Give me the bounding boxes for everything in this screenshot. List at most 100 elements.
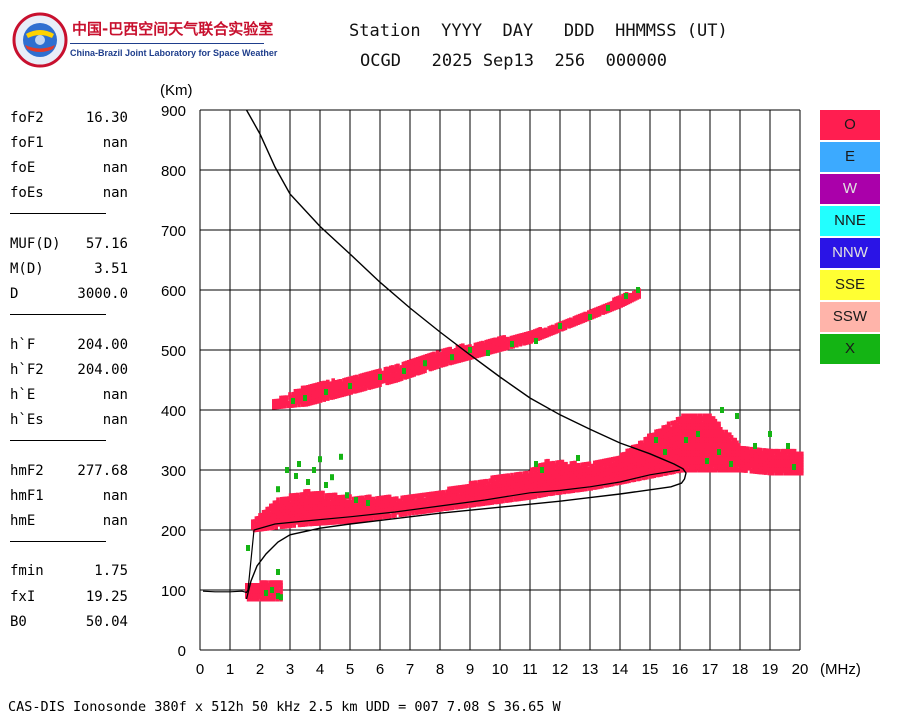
o-mode-echo bbox=[459, 495, 464, 501]
o-mode-echo bbox=[711, 416, 716, 422]
o-mode-echo bbox=[504, 484, 509, 490]
o-mode-echo bbox=[713, 437, 718, 443]
x-mode-echo bbox=[324, 389, 328, 395]
o-mode-echo bbox=[306, 516, 311, 521]
x-tick-label: 3 bbox=[286, 661, 294, 678]
o-mode-echo bbox=[695, 456, 700, 462]
o-mode-echo bbox=[605, 471, 610, 477]
o-mode-echo bbox=[758, 466, 763, 472]
o-mode-echo bbox=[345, 390, 350, 396]
o-mode-echo bbox=[704, 443, 709, 449]
o-mode-echo bbox=[279, 518, 284, 524]
o-mode-echo bbox=[605, 474, 610, 480]
o-mode-echo bbox=[758, 458, 763, 464]
o-mode-echo bbox=[306, 513, 311, 519]
x-mode-echo bbox=[486, 350, 490, 356]
o-mode-echo bbox=[668, 434, 673, 440]
legend-item-e: E bbox=[820, 142, 880, 172]
o-mode-echo bbox=[533, 491, 538, 497]
o-mode-echo bbox=[733, 467, 737, 473]
o-mode-echo bbox=[354, 380, 359, 386]
o-mode-echo bbox=[524, 470, 529, 476]
o-mode-echo bbox=[563, 325, 568, 331]
o-mode-echo bbox=[713, 421, 718, 427]
o-mode-echo bbox=[288, 515, 293, 520]
o-mode-echo bbox=[614, 472, 619, 478]
o-mode-echo bbox=[486, 494, 491, 500]
o-mode-echo bbox=[578, 484, 583, 490]
o-mode-echo bbox=[378, 503, 383, 509]
o-mode-echo bbox=[704, 462, 709, 468]
o-mode-echo bbox=[542, 462, 547, 468]
o-mode-echo bbox=[749, 457, 754, 463]
o-mode-echo bbox=[659, 433, 664, 439]
x-tick-label: 5 bbox=[346, 661, 354, 678]
parameter-value: nan bbox=[102, 185, 128, 202]
o-mode-echo bbox=[342, 505, 347, 511]
o-mode-echo bbox=[518, 336, 523, 342]
o-mode-echo bbox=[315, 512, 320, 518]
o-mode-echo bbox=[297, 508, 302, 514]
o-mode-echo bbox=[261, 512, 266, 518]
o-mode-echo bbox=[327, 390, 332, 395]
o-mode-echo bbox=[351, 502, 356, 508]
o-mode-echo bbox=[623, 457, 628, 463]
o-mode-echo bbox=[444, 358, 449, 364]
o-mode-echo bbox=[381, 378, 386, 384]
o-mode-echo bbox=[578, 468, 583, 474]
o-mode-echo bbox=[731, 437, 736, 443]
o-mode-echo bbox=[650, 438, 655, 444]
o-mode-echo bbox=[590, 314, 595, 320]
o-mode-echo bbox=[785, 457, 790, 462]
o-mode-echo bbox=[251, 522, 255, 528]
o-mode-echo bbox=[587, 485, 592, 491]
o-mode-echo bbox=[468, 481, 473, 487]
o-mode-echo bbox=[396, 504, 401, 510]
o-mode-echo bbox=[632, 471, 637, 477]
x-mode-echo bbox=[510, 341, 514, 347]
o-mode-echo bbox=[659, 466, 664, 472]
o-mode-echo bbox=[498, 338, 503, 344]
o-mode-echo bbox=[614, 464, 619, 470]
o-mode-echo bbox=[354, 374, 359, 380]
parameter-value: nan bbox=[102, 386, 128, 403]
o-mode-echo bbox=[486, 481, 491, 487]
o-mode-echo bbox=[659, 431, 664, 437]
o-mode-echo bbox=[767, 454, 772, 460]
parameter-name: foEs bbox=[10, 185, 44, 202]
legend-item-x: X bbox=[820, 334, 880, 364]
o-mode-echo bbox=[596, 459, 601, 465]
o-mode-echo bbox=[480, 351, 485, 357]
o-mode-echo bbox=[704, 427, 709, 432]
o-mode-echo bbox=[641, 475, 646, 481]
o-mode-echo bbox=[551, 479, 556, 485]
o-mode-echo bbox=[279, 591, 283, 597]
o-mode-echo bbox=[378, 512, 383, 517]
o-mode-echo bbox=[297, 500, 302, 506]
o-mode-echo bbox=[800, 462, 804, 468]
o-mode-echo bbox=[507, 341, 512, 347]
o-mode-echo bbox=[536, 333, 541, 339]
o-mode-echo bbox=[459, 493, 464, 499]
o-mode-echo bbox=[623, 473, 628, 479]
o-mode-echo bbox=[608, 307, 613, 313]
o-mode-echo bbox=[533, 469, 538, 475]
o-mode-echo bbox=[545, 332, 550, 338]
o-mode-echo bbox=[650, 432, 655, 438]
o-mode-echo bbox=[587, 477, 592, 483]
o-mode-echo bbox=[641, 450, 646, 456]
o-mode-echo bbox=[776, 467, 781, 473]
o-mode-echo bbox=[279, 507, 284, 513]
o-mode-echo bbox=[533, 477, 538, 483]
o-mode-echo bbox=[315, 507, 320, 513]
o-mode-echo bbox=[369, 505, 374, 511]
o-mode-echo bbox=[279, 505, 284, 511]
o-mode-echo bbox=[672, 469, 676, 475]
o-mode-echo bbox=[354, 377, 359, 383]
o-mode-echo bbox=[713, 448, 718, 454]
o-mode-echo bbox=[659, 468, 664, 474]
o-mode-echo bbox=[495, 493, 500, 499]
o-mode-echo bbox=[333, 500, 338, 506]
x-mode-echo bbox=[378, 374, 382, 380]
o-mode-echo bbox=[623, 468, 628, 473]
